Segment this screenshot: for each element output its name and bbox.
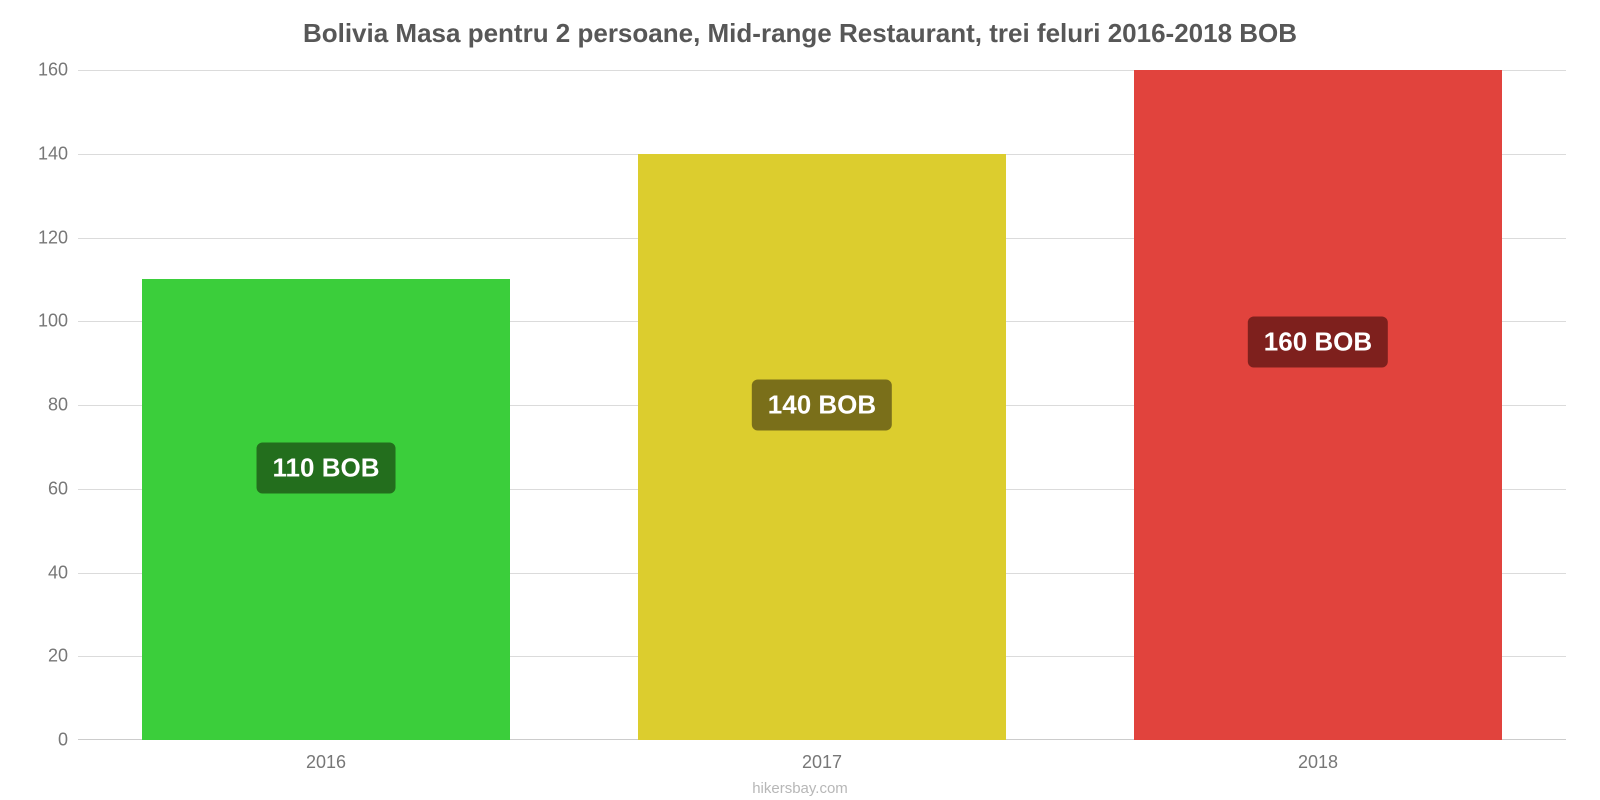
plot-area: 0204060801001201401602016110 BOB2017140 … xyxy=(78,70,1566,740)
y-axis-tick-label: 20 xyxy=(48,646,78,667)
bar-value-label: 140 BOB xyxy=(752,380,892,431)
bar xyxy=(638,154,1005,740)
y-axis-tick-label: 160 xyxy=(38,60,78,81)
y-axis-tick-label: 120 xyxy=(38,227,78,248)
y-axis-tick-label: 40 xyxy=(48,562,78,583)
y-axis-tick-label: 80 xyxy=(48,395,78,416)
y-axis-tick-label: 100 xyxy=(38,311,78,332)
attribution: hikersbay.com xyxy=(0,780,1600,797)
x-axis-tick-label: 2017 xyxy=(802,740,842,773)
bar xyxy=(142,279,509,740)
y-axis-tick-label: 60 xyxy=(48,478,78,499)
y-axis-tick-label: 0 xyxy=(58,730,78,751)
x-axis-tick-label: 2018 xyxy=(1298,740,1338,773)
chart-title: Bolivia Masa pentru 2 persoane, Mid-rang… xyxy=(0,18,1600,49)
chart-container: Bolivia Masa pentru 2 persoane, Mid-rang… xyxy=(0,0,1600,800)
bar xyxy=(1134,70,1501,740)
bar-value-label: 160 BOB xyxy=(1248,317,1388,368)
bar-value-label: 110 BOB xyxy=(257,442,396,493)
y-axis-tick-label: 140 xyxy=(38,143,78,164)
x-axis-tick-label: 2016 xyxy=(306,740,346,773)
